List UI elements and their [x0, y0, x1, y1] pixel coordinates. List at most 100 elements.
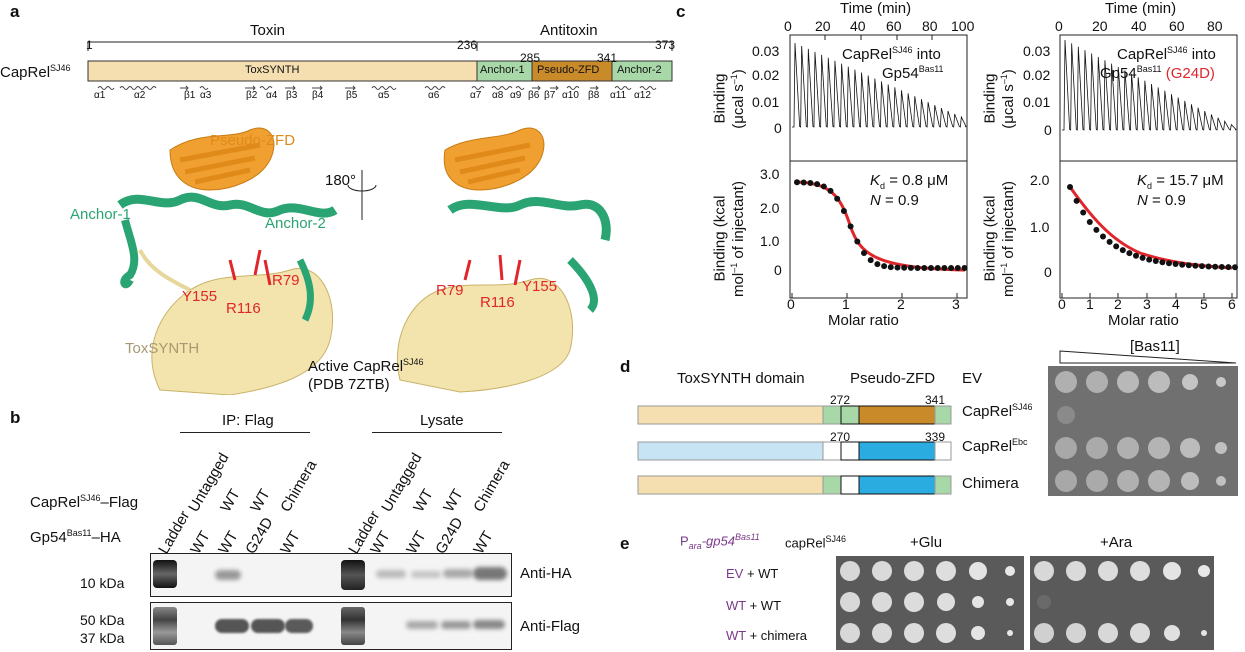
colony-spot [1037, 595, 1051, 609]
e-glu-label: +Glu [910, 534, 943, 551]
colony-spot [1215, 442, 1227, 454]
d-plate-spots [1048, 366, 1238, 496]
active-caprel-label: Active CapRelSJ46 [308, 357, 424, 375]
right-fit [1067, 184, 1238, 271]
colony-spot [1055, 437, 1077, 459]
data-point [1139, 254, 1146, 261]
data-point [867, 257, 874, 264]
structure-right [396, 127, 611, 393]
data-point [1119, 247, 1126, 254]
rt-x-0: 0 [1058, 296, 1066, 312]
colony-spot [1066, 623, 1086, 643]
right-n: N = 0.9 [1137, 192, 1186, 209]
r116-left: R116 [226, 300, 261, 317]
e-plate-ara [1030, 556, 1214, 650]
colony-spot [969, 562, 987, 580]
anti-ha-blot [150, 553, 512, 597]
row2-name: Gp54 [30, 529, 67, 546]
colony-spot [1198, 565, 1210, 577]
right-fit-ylabel-1: Binding (kcal [981, 195, 999, 282]
colony-spot [1086, 371, 1108, 393]
construct-caprel-ebc [637, 441, 952, 461]
colony-spot [872, 561, 892, 581]
row1-suffix: –Flag [100, 494, 139, 511]
struct-pseudo-label: Pseudo-ZFD [210, 132, 296, 149]
right-title-gp: Gp54 [1100, 65, 1137, 82]
time-label-left: Time (min) [840, 0, 912, 17]
lt-x-2: 2 [897, 296, 905, 312]
data-point [820, 183, 827, 190]
raw-trace-line [792, 42, 967, 128]
left-fit-ylabel-2a: mol [730, 272, 747, 297]
domain-anchor2-label: Anchor-2 [617, 64, 662, 76]
data-point [1159, 259, 1166, 266]
data-point [794, 179, 800, 186]
rt-raw-0: 0 [1044, 122, 1052, 138]
ly-top-2: WT [410, 486, 437, 515]
right-fit-ylabel-2: mol–1 of injectant) [999, 159, 1017, 319]
domain-anchor1-label: Anchor-1 [480, 64, 525, 76]
colony-spot [1066, 561, 1086, 581]
data-point [861, 250, 867, 257]
ss-label: α1 [94, 90, 106, 101]
data-point [1133, 252, 1139, 259]
colony-spot [971, 626, 985, 640]
left-n: N = 0.9 [870, 192, 919, 209]
data-point [1126, 250, 1133, 257]
left-kd-value: = 0.8 μM [889, 172, 949, 189]
data-point [934, 264, 941, 271]
data-point [1100, 233, 1106, 240]
right-raw-ylabel-2: (μcal s–1) [999, 69, 1017, 129]
colony-spot [1163, 562, 1181, 580]
ss-label: α12 [634, 90, 651, 101]
num-272: 272 [830, 393, 851, 407]
right-title-name: CapRel [1117, 46, 1168, 63]
left-kd-sub: d [880, 181, 886, 191]
colony-spot [1007, 630, 1013, 636]
anti-flag-label: Anti-Flag [520, 618, 581, 635]
lt-fit-2: 2.0 [760, 200, 780, 216]
left-fit-frame [789, 160, 968, 299]
right-fit-frame [1059, 160, 1238, 299]
left-n-value: = 0.9 [885, 192, 919, 209]
panel-c-label: c [676, 2, 686, 21]
marker-50: 50 kDa [80, 612, 125, 628]
anti-ha-label: Anti-HA [520, 565, 572, 582]
construct-caprel-sj46 [637, 405, 952, 425]
d-row-caprel-ebc-name: CapRel [962, 438, 1013, 455]
data-point [894, 264, 901, 271]
data-point [1185, 262, 1192, 269]
ss-label: β1 [184, 90, 196, 101]
lt-x-3: 3 [952, 296, 960, 312]
colony-spot [1164, 625, 1180, 641]
lt-time-20: 20 [815, 18, 831, 34]
data-point [1218, 263, 1225, 270]
rt-raw-001: 0.01 [1023, 94, 1051, 110]
ss-label: α8 [492, 90, 504, 101]
data-point [1166, 260, 1172, 267]
rt-raw-002: 0.02 [1023, 67, 1051, 83]
data-point [1080, 209, 1087, 216]
colony-spot [1182, 374, 1198, 390]
pos-341: 341 [597, 51, 618, 65]
data-point [1192, 262, 1199, 269]
data-point [901, 264, 908, 271]
data-point [907, 264, 914, 271]
num-339: 339 [925, 430, 946, 444]
left-title-into: into [912, 46, 941, 63]
data-point [827, 187, 834, 194]
data-point [1172, 261, 1179, 268]
lt-fit-1: 1.0 [760, 233, 780, 249]
lt-time-60: 60 [886, 18, 902, 34]
right-title-into: into [1187, 46, 1216, 63]
left-raw-ylabel-1: Binding [711, 73, 729, 124]
left-n-symbol: N [870, 192, 881, 209]
e-row-3-purple: WT [726, 628, 746, 643]
ly-gp-3: G24D [432, 514, 467, 557]
num-270: 270 [830, 430, 851, 444]
left-title-gp: Gp54 [882, 65, 919, 82]
colony-spot [936, 623, 956, 643]
ip-gp-3: G24D [242, 514, 277, 557]
row1-label: CapRelSJ46–Flag [30, 493, 138, 511]
colony-spot [1130, 623, 1150, 643]
